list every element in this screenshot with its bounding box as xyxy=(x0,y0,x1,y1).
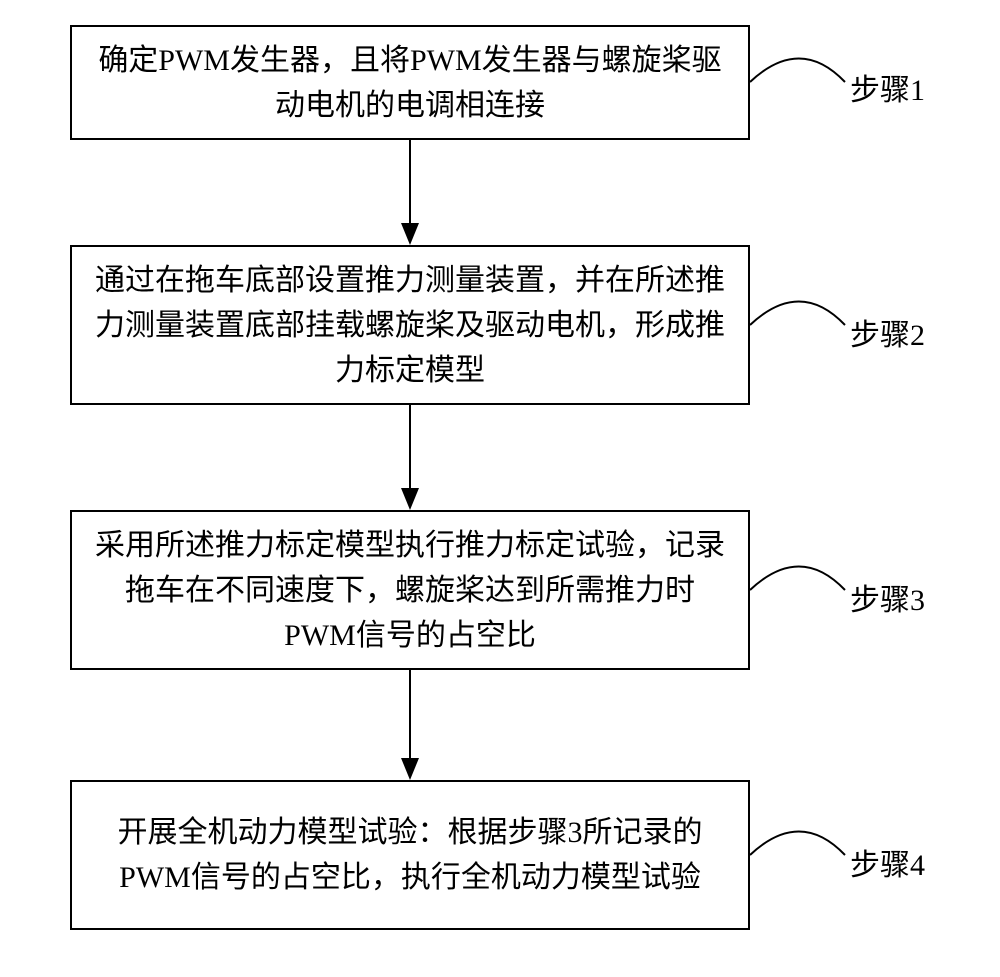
arrow-1 xyxy=(401,140,419,245)
step-4-box: 开展全机动力模型试验：根据步骤3所记录的PWM信号的占空比，执行全机动力模型试验 xyxy=(70,780,750,930)
connector-1 xyxy=(750,59,845,83)
step-2-text: 通过在拖车底部设置推力测量装置，并在所述推力测量装置底部挂载螺旋桨及驱动电机，形… xyxy=(92,258,728,393)
flowchart-canvas: 确定PWM发生器，且将PWM发生器与螺旋桨驱动电机的电调相连接 通过在拖车底部设… xyxy=(0,0,1000,977)
connector-3 xyxy=(750,567,845,591)
arrow-3 xyxy=(401,670,419,780)
step-2-label: 步骤2 xyxy=(850,310,925,354)
step-4-label: 步骤4 xyxy=(850,840,925,884)
step-3-label: 步骤3 xyxy=(850,575,925,619)
step-3-box: 采用所述推力标定模型执行推力标定试验，记录拖车在不同速度下，螺旋桨达到所需推力时… xyxy=(70,510,750,670)
connector-4 xyxy=(750,832,845,856)
step-3-text: 采用所述推力标定模型执行推力标定试验，记录拖车在不同速度下，螺旋桨达到所需推力时… xyxy=(92,523,728,658)
step-2-box: 通过在拖车底部设置推力测量装置，并在所述推力测量装置底部挂载螺旋桨及驱动电机，形… xyxy=(70,245,750,405)
connector-2 xyxy=(750,302,845,326)
arrow-2 xyxy=(401,405,419,510)
step-1-box: 确定PWM发生器，且将PWM发生器与螺旋桨驱动电机的电调相连接 xyxy=(70,25,750,140)
step-4-text: 开展全机动力模型试验：根据步骤3所记录的PWM信号的占空比，执行全机动力模型试验 xyxy=(92,810,728,900)
step-1-text: 确定PWM发生器，且将PWM发生器与螺旋桨驱动电机的电调相连接 xyxy=(92,38,728,128)
step-1-label: 步骤1 xyxy=(850,65,925,109)
